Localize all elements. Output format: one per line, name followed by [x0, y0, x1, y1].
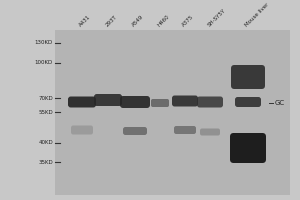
Text: H460: H460 — [157, 14, 170, 28]
Text: 40KD: 40KD — [38, 140, 53, 146]
FancyBboxPatch shape — [71, 126, 93, 134]
Text: A375: A375 — [182, 14, 195, 28]
FancyBboxPatch shape — [197, 97, 223, 108]
Text: GC: GC — [275, 100, 285, 106]
FancyBboxPatch shape — [94, 94, 122, 106]
FancyBboxPatch shape — [231, 65, 265, 89]
Text: Mouse liver: Mouse liver — [244, 2, 270, 28]
Text: 70KD: 70KD — [38, 96, 53, 100]
Text: 100KD: 100KD — [35, 60, 53, 66]
FancyBboxPatch shape — [151, 99, 169, 107]
FancyBboxPatch shape — [172, 96, 198, 106]
FancyBboxPatch shape — [120, 96, 150, 108]
Text: 35KD: 35KD — [38, 160, 53, 164]
FancyBboxPatch shape — [123, 127, 147, 135]
FancyBboxPatch shape — [68, 97, 96, 108]
Text: A431: A431 — [79, 14, 92, 28]
Bar — [55, 30, 290, 195]
Text: 130KD: 130KD — [35, 40, 53, 46]
FancyBboxPatch shape — [235, 97, 261, 107]
FancyBboxPatch shape — [200, 129, 220, 136]
Text: A549: A549 — [131, 14, 145, 28]
FancyBboxPatch shape — [230, 133, 266, 163]
Text: 55KD: 55KD — [38, 110, 53, 114]
Text: SH-SY5Y: SH-SY5Y — [206, 8, 226, 28]
FancyBboxPatch shape — [174, 126, 196, 134]
Text: 293T: 293T — [104, 15, 118, 28]
